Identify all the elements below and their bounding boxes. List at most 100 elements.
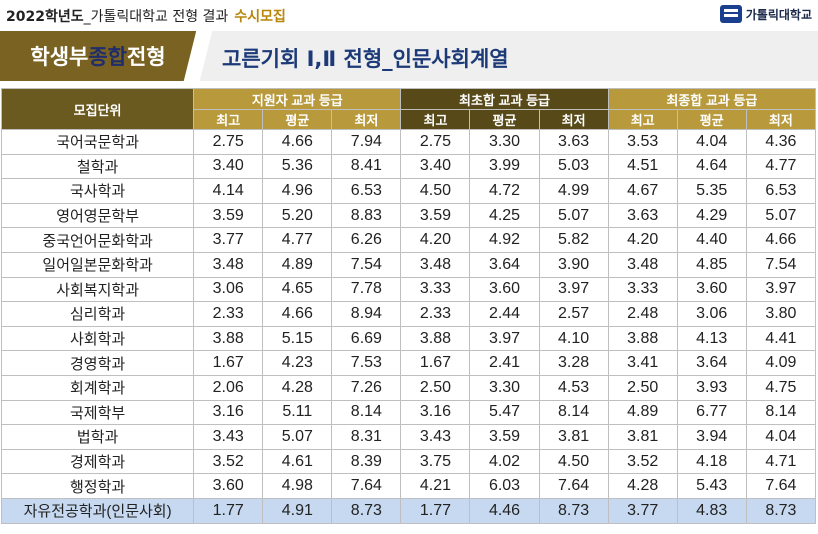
grade-cell: 6.77 — [676, 399, 747, 426]
grade-cell: 4.77 — [262, 227, 333, 253]
group-header-applicants: 지원자 교과 등급 — [193, 88, 402, 110]
grade-cell: 4.67 — [607, 178, 678, 204]
logo-text: 가톨릭대학교 — [745, 7, 812, 22]
department-name: 사회복지학과 — [0, 276, 195, 303]
table-row: 심리학과 2.33 4.66 8.94 2.33 2.44 2.57 2.48 3.06 3.80 — [0, 301, 817, 327]
top-bar: 2022학년도_가톨릭대학교 전형 결과 수시모집 가톨릭대학교 — [0, 0, 818, 30]
section-title: 학생부 종합 전형 — [0, 31, 196, 81]
grade-cell: 2.06 — [193, 374, 264, 401]
grade-cell: 3.88 — [400, 325, 471, 352]
department-name: 법학과 — [0, 424, 195, 450]
grade-cell: 4.89 — [262, 251, 333, 278]
department-name: 영어영문학부 — [0, 202, 195, 229]
grade-cell: 2.75 — [193, 129, 264, 155]
grade-cell: 7.53 — [331, 350, 402, 376]
grade-cell: 3.30 — [469, 129, 540, 155]
table-row: 경영학과 1.67 4.23 7.53 1.67 2.41 3.28 3.41 3.64 4.09 — [0, 350, 817, 376]
grade-cell: 3.06 — [193, 276, 264, 303]
grade-cell: 3.53 — [607, 129, 678, 155]
subheader-cell: 최저 — [538, 109, 609, 130]
grade-cell: 4.50 — [400, 178, 471, 204]
grade-cell: 4.66 — [745, 227, 817, 253]
grade-cell: 4.71 — [745, 448, 817, 475]
grade-cell: 8.39 — [331, 448, 402, 475]
grade-cell: 4.51 — [607, 153, 678, 180]
grade-cell: 4.28 — [607, 473, 678, 499]
grade-cell: 5.07 — [538, 202, 609, 229]
grade-cell: 4.04 — [745, 424, 817, 450]
grade-cell: 3.97 — [469, 325, 540, 352]
grade-cell: 3.43 — [400, 424, 471, 450]
grade-cell: 5.07 — [262, 424, 333, 450]
page-subtitle: 고른기회 Ⅰ,Ⅱ 전형_인문사회계열 — [222, 47, 509, 71]
grade-cell: 3.80 — [745, 301, 817, 327]
grade-cell: 4.89 — [607, 399, 678, 426]
grade-cell: 4.09 — [745, 350, 817, 376]
grade-cell: 5.43 — [676, 473, 747, 499]
department-name: 자유전공학과(인문사회) — [0, 497, 195, 524]
grade-cell: 3.40 — [193, 153, 264, 180]
grade-cell: 1.67 — [193, 350, 264, 376]
grade-cell: 3.59 — [469, 424, 540, 450]
grade-cell: 5.36 — [262, 153, 333, 180]
table-row: 영어영문학부 3.59 5.20 8.83 3.59 4.25 5.07 3.63 4.29 5.… — [0, 202, 817, 229]
title-part3: 전형 — [126, 45, 166, 69]
table-row: 사회학과 3.88 5.15 6.69 3.88 3.97 4.10 3.88 4.13 4.41 — [0, 325, 817, 352]
title-part2: 종합 — [88, 45, 127, 69]
grade-cell: 4.36 — [745, 129, 817, 155]
grade-cell: 7.54 — [331, 251, 402, 278]
department-name: 경제학과 — [0, 448, 195, 475]
table-row: 행정학과 3.60 4.98 7.64 4.21 6.03 7.64 4.28 5.43 7.64 — [0, 473, 817, 499]
grade-cell: 4.29 — [676, 202, 747, 229]
grade-cell: 4.66 — [262, 129, 333, 155]
grade-cell: 2.50 — [607, 374, 678, 401]
grade-cell: 3.81 — [538, 424, 609, 450]
grade-cell: 3.93 — [676, 374, 747, 401]
grade-cell: 3.94 — [676, 424, 747, 450]
grade-cell: 3.16 — [193, 399, 264, 426]
table-row: 국제학부 3.16 5.11 8.14 3.16 5.47 8.14 4.89 6.77 8.14 — [0, 399, 817, 426]
grade-cell: 2.50 — [400, 374, 471, 401]
grade-cell: 3.33 — [607, 276, 678, 303]
logo-icon — [719, 5, 742, 23]
grade-cell: 3.99 — [469, 153, 540, 180]
table-row: 철학과 3.40 5.36 8.41 3.40 3.99 5.03 4.51 4.64 4.77 — [0, 153, 817, 180]
grade-cell: 2.44 — [469, 301, 540, 327]
grade-cell: 3.06 — [676, 301, 747, 327]
table-row: 일어일본문화학과 3.48 4.89 7.54 3.48 3.64 3.90 3.48 4.85… — [0, 251, 817, 278]
grade-cell: 4.53 — [538, 374, 609, 401]
grade-cell: 4.50 — [538, 448, 609, 475]
table-row: 법학과 3.43 5.07 8.31 3.43 3.59 3.81 3.81 3.94 4.04 — [0, 424, 817, 450]
grade-cell: 8.73 — [538, 497, 609, 524]
grade-cell: 4.14 — [193, 178, 264, 204]
grade-cell: 8.73 — [745, 497, 817, 524]
grade-cell: 3.28 — [538, 350, 609, 376]
category-label: 수시모집 — [234, 9, 286, 25]
grade-cell: 4.20 — [400, 227, 471, 253]
grade-cell: 7.54 — [745, 251, 817, 278]
grade-cell: 3.52 — [193, 448, 264, 475]
grade-cell: 7.64 — [331, 473, 402, 499]
grade-cell: 1.67 — [400, 350, 471, 376]
grade-cell: 8.14 — [538, 399, 609, 426]
grade-cell: 7.78 — [331, 276, 402, 303]
grade-cell: 4.21 — [400, 473, 471, 499]
grade-cell: 5.82 — [538, 227, 609, 253]
grade-cell: 1.77 — [400, 497, 471, 524]
subheader-cell: 평균 — [676, 109, 747, 130]
subheader-cell: 최고 — [607, 109, 678, 130]
grade-cell: 5.07 — [745, 202, 817, 229]
grade-cell: 4.28 — [262, 374, 333, 401]
grade-cell: 4.66 — [262, 301, 333, 327]
department-name: 사회학과 — [0, 325, 195, 352]
document-header: 2022학년도_가톨릭대학교 전형 결과 수시모집 — [6, 6, 286, 26]
grade-cell: 6.03 — [469, 473, 540, 499]
department-name: 일어일본문화학과 — [0, 251, 195, 278]
grade-cell: 2.33 — [193, 301, 264, 327]
subheader-cell: 평균 — [262, 109, 333, 130]
grade-cell: 7.94 — [331, 129, 402, 155]
grade-cell: 3.33 — [400, 276, 471, 303]
grade-cell: 3.48 — [400, 251, 471, 278]
department-name: 행정학과 — [0, 473, 195, 499]
table-row: 중국언어문화학과 3.77 4.77 6.26 4.20 4.92 5.82 4.20 4.40… — [0, 227, 817, 253]
